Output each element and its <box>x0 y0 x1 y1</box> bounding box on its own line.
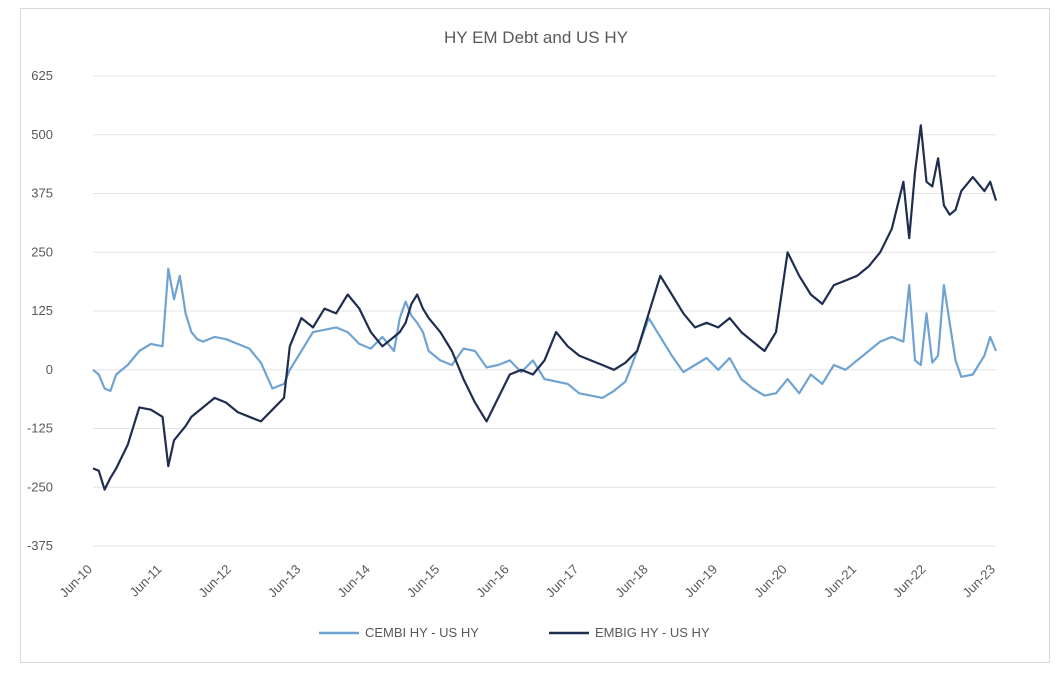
x-tick-label: Jun-23 <box>959 562 998 601</box>
y-tick-label: 125 <box>31 303 53 318</box>
y-tick-label: -125 <box>27 421 53 436</box>
legend-label: CEMBI HY - US HY <box>365 625 479 640</box>
chart-title: HY EM Debt and US HY <box>444 28 628 47</box>
x-tick-label: Jun-20 <box>751 562 790 601</box>
x-tick-label: Jun-17 <box>543 562 582 601</box>
series-line-cembi <box>92 267 998 399</box>
y-tick-label: 375 <box>31 186 53 201</box>
y-tick-label: 0 <box>46 362 53 377</box>
x-tick-label: Jun-11 <box>127 562 165 600</box>
chart-frame: HY EM Debt and US HY 625 500 375 250 125 0 -12… <box>20 8 1050 663</box>
x-tick-label: Jun-22 <box>890 562 929 601</box>
x-tick-label: Jun-18 <box>612 562 651 601</box>
y-tick-label: -250 <box>27 479 53 494</box>
y-axis-ticks: 625 500 375 250 125 0 -125 -250 -375 <box>27 68 53 553</box>
x-tick-label: Jun-10 <box>56 562 95 601</box>
legend: CEMBI HY - US HY EMBIG HY - US HY <box>319 625 710 640</box>
x-tick-label: Jun-16 <box>473 562 512 601</box>
x-tick-label: Jun-15 <box>404 562 443 601</box>
gridlines <box>93 75 996 547</box>
series-lines <box>92 124 998 491</box>
legend-label: EMBIG HY - US HY <box>595 625 710 640</box>
x-axis-ticks: Jun-10 Jun-11 Jun-12 Jun-13 Jun-14 Jun-15 Jun-… <box>56 562 998 601</box>
y-tick-label: 500 <box>31 127 53 142</box>
x-tick-label: Jun-21 <box>820 562 859 601</box>
x-tick-label: Jun-12 <box>195 562 234 601</box>
line-chart: HY EM Debt and US HY 625 500 375 250 125 0 -12… <box>27 28 998 640</box>
y-tick-label: -375 <box>27 538 53 553</box>
series-line-embig <box>92 124 998 491</box>
y-tick-label: 625 <box>31 68 53 83</box>
x-tick-label: Jun-19 <box>682 562 721 601</box>
y-tick-label: 250 <box>31 244 53 259</box>
x-tick-label: Jun-14 <box>334 562 373 601</box>
x-tick-label: Jun-13 <box>265 562 304 601</box>
